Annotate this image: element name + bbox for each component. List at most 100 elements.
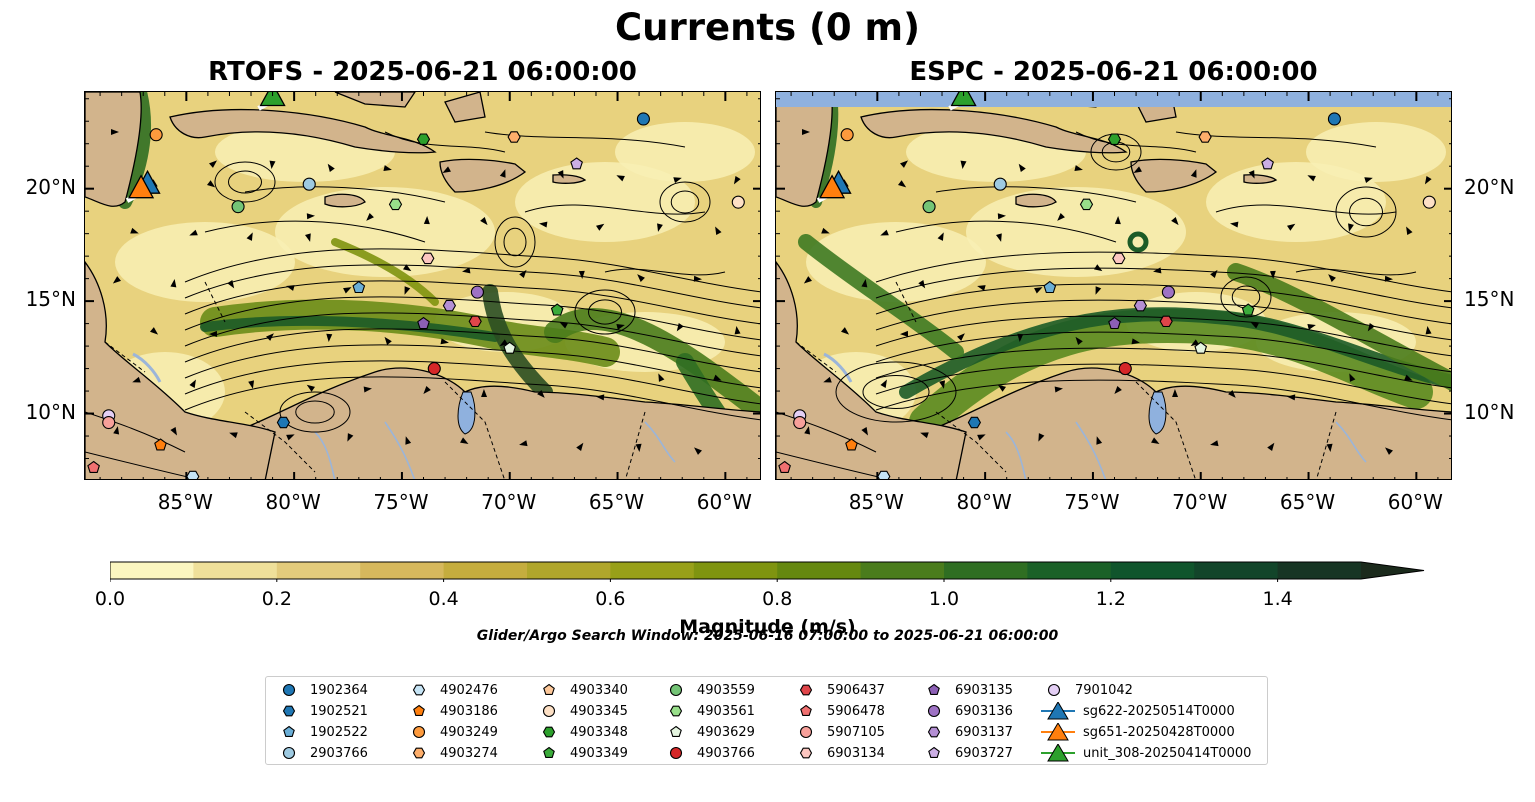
legend-item: 1902364: [276, 681, 368, 699]
flow-arrow: [1153, 267, 1162, 274]
flow-arrow: [384, 336, 392, 345]
legend-label: 4903348: [570, 724, 628, 740]
legend-marker: [542, 704, 556, 718]
streamline: [184, 360, 760, 405]
colorbar-tick-label: 1.4: [1262, 588, 1293, 610]
flow-arrow: [616, 175, 625, 182]
flow-arrow: [1114, 386, 1122, 395]
legend-marker-icon: [413, 704, 425, 716]
legend-label: 6903727: [955, 745, 1013, 761]
flow-arrow: [170, 279, 177, 288]
float-marker-1902364: [1327, 112, 1341, 126]
flow-arrow: [694, 447, 702, 455]
flow-arrow: [1307, 175, 1316, 182]
espc-map-title: ESPC - 2025-06-21 06:00:00: [909, 57, 1318, 87]
legend-label: unit_308-20250414T0000: [1083, 745, 1252, 761]
lat-tick-label: 20°N: [25, 174, 76, 199]
current-band: [909, 308, 1433, 439]
axis-ticks: [776, 92, 1451, 479]
lon-tick-label: 75°W: [1064, 490, 1120, 514]
landmass: [169, 108, 437, 154]
lon-tick-label: 65°W: [588, 490, 645, 514]
colorbar-tick-label: 0.8: [762, 588, 793, 610]
float-marker-6903136: [1161, 285, 1175, 299]
legend-item: 4903766: [663, 744, 755, 762]
eddy-streamline: [214, 161, 276, 203]
espc-current-map: [776, 92, 1451, 479]
flow-arrow: [209, 330, 218, 337]
colorbar-tick-labels: 0.0 0.2 0.4 0.6 0.8 1.0 1.2 1.4: [0, 588, 1535, 612]
streamline: [895, 220, 1117, 243]
flow-arrow: [1057, 213, 1065, 221]
flow-arrow: [939, 380, 946, 389]
float-marker-5906478: [87, 460, 100, 473]
legend-label: 4902476: [440, 682, 498, 698]
legend-marker-icon: [412, 747, 426, 759]
glider-marker-sg651-20250428T0000: [127, 174, 155, 199]
glider-marker-unit_308-20250414T0000: [950, 92, 977, 107]
flow-arrow: [803, 276, 812, 284]
float-marker-2903766: [993, 177, 1007, 191]
espc-map-panel: [775, 91, 1452, 480]
legend-marker-icon: [542, 704, 556, 718]
streamline: [875, 267, 1451, 309]
streamline: [875, 379, 1451, 421]
float-marker-5906478: [778, 460, 791, 473]
flow-arrow: [539, 221, 548, 228]
float-marker-6903137: [442, 299, 457, 312]
country-border: [1316, 411, 1337, 479]
flow-arrow: [403, 264, 412, 272]
current-band: [544, 308, 760, 423]
flow-arrow: [111, 129, 119, 135]
float-marker-4903559: [231, 200, 245, 214]
flow-arrow: [715, 226, 722, 235]
eddy-streamline: [228, 170, 262, 194]
streamline: [1075, 131, 1197, 153]
flow-arrow: [918, 280, 926, 289]
eddy-streamline: [279, 391, 351, 433]
colorbar-tick-label: 0.4: [428, 588, 459, 610]
legend-marker-icon: [283, 725, 295, 737]
lat-tick-label: 10°N: [1464, 399, 1515, 424]
country-border: [244, 411, 316, 473]
legend-label: 1902522: [310, 724, 368, 740]
eddy-streamline: [659, 181, 711, 223]
flow-arrow: [246, 232, 253, 241]
legend-label: 6903137: [955, 724, 1013, 740]
float-marker-4903349: [550, 303, 564, 316]
river: [1075, 421, 1107, 479]
legend-label: sg622-20250514T0000: [1083, 703, 1235, 719]
float-marker-6903136: [470, 285, 484, 299]
flow-arrow: [207, 180, 216, 188]
flow-arrow: [637, 274, 645, 282]
legend: 1902364 1902521 1902522 2903766 4902476 49031…: [265, 676, 1268, 765]
legend-item: 6903135: [921, 681, 1013, 699]
legend-item: 6903727: [921, 744, 1013, 762]
colorbar-segment: [1194, 562, 1279, 579]
current-band: [331, 238, 439, 306]
flow-arrow: [861, 279, 868, 288]
colorbar-segment: [610, 562, 695, 579]
legend-marker: [413, 704, 425, 716]
legend-marker: [283, 725, 295, 737]
legend-marker-icon: [282, 683, 296, 697]
streamline: [184, 280, 760, 325]
flow-arrow: [1210, 440, 1219, 447]
streamline: [184, 312, 760, 357]
flow-arrow: [657, 223, 663, 232]
flow-arrow: [616, 324, 625, 330]
legend-label: 4903274: [440, 745, 498, 761]
streamline: [875, 331, 1451, 373]
legend-marker-icon: [542, 726, 556, 738]
flow-arrow: [578, 270, 585, 279]
float-marker-4902476: [186, 470, 200, 479]
streamline: [875, 315, 1451, 357]
colorbar-segment: [693, 562, 778, 579]
flow-arrow: [305, 233, 311, 242]
float-marker-4903629: [503, 341, 517, 354]
float-marker-1902522: [1043, 280, 1057, 294]
streamline: [875, 283, 1451, 325]
flow-arrow: [557, 170, 564, 179]
legend-marker-icon: [799, 747, 813, 759]
streamline: [484, 131, 686, 148]
